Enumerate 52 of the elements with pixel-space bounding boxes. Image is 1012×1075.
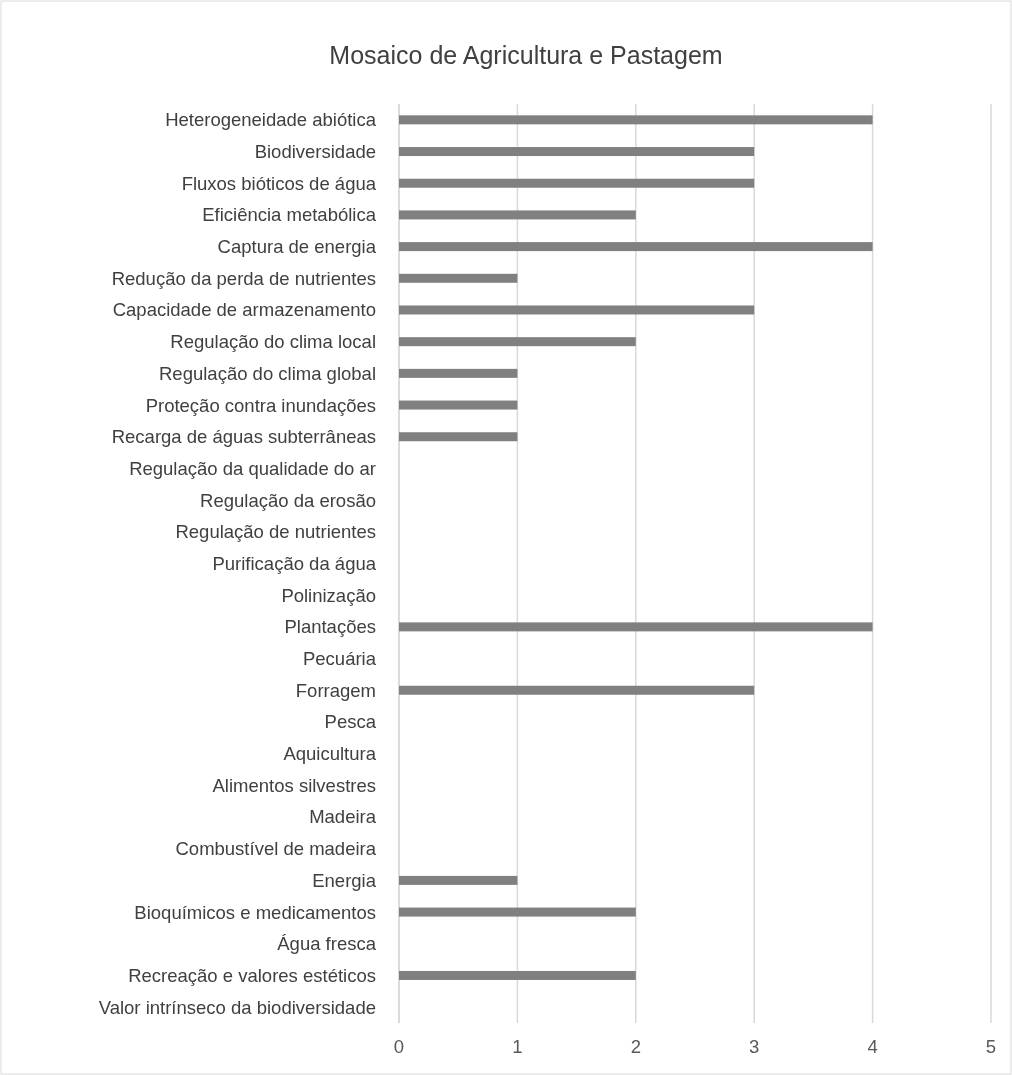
y-tick-label: Capacidade de armazenamento [112, 299, 376, 321]
bar [399, 400, 518, 410]
y-tick-label: Regulação da erosão [200, 489, 376, 511]
y-tick-label: Regulação da qualidade do ar [129, 457, 376, 479]
bar [399, 907, 636, 917]
y-tick-label: Regulação do clima local [170, 331, 376, 353]
y-tick-label: Eficiência metabólica [202, 204, 377, 226]
bar [399, 147, 755, 157]
y-tick-label: Plantações [284, 616, 376, 638]
y-tick-label: Aquicultura [283, 743, 377, 765]
y-tick-label: Redução da perda de nutrientes [111, 267, 376, 289]
bar [399, 685, 755, 695]
y-tick-label: Pesca [324, 711, 377, 733]
y-tick-label: Pecuária [302, 648, 377, 670]
y-tick-label: Energia [312, 869, 377, 891]
bar [399, 178, 755, 188]
y-tick-label: Valor intrínseco da biodiversidade [98, 996, 376, 1018]
y-tick-label: Biodiversidade [254, 141, 376, 163]
x-tick-label: 4 [867, 1036, 878, 1057]
x-tick-label: 2 [630, 1036, 641, 1057]
bar [399, 432, 518, 442]
y-tick-label: Recarga de águas subterrâneas [111, 426, 376, 448]
bar [399, 273, 518, 283]
y-tick-label: Recreação e valores estéticos [128, 964, 376, 986]
y-tick-label: Regulação de nutrientes [175, 521, 376, 543]
x-tick-label: 1 [512, 1036, 523, 1057]
x-tick-label: 0 [393, 1036, 405, 1057]
bar [399, 210, 636, 220]
bar [399, 115, 873, 125]
y-tick-label: Proteção contra inundações [145, 394, 376, 416]
bar [399, 242, 873, 252]
bar [399, 970, 636, 980]
bar [399, 305, 755, 315]
y-tick-label: Regulação do clima global [159, 362, 376, 384]
bar [399, 368, 518, 378]
bar [399, 875, 518, 885]
bar [399, 337, 636, 347]
y-tick-label: Captura de energia [217, 236, 377, 258]
bar [399, 622, 873, 632]
y-tick-label: Madeira [309, 806, 377, 828]
y-tick-label: Combustível de madeira [175, 838, 377, 860]
y-tick-label: Alimentos silvestres [212, 774, 376, 796]
y-tick-label: Água fresca [277, 933, 377, 955]
chart-title: Mosaico de Agricultura e Pastagem [329, 41, 723, 69]
y-tick-label: Purificação da água [212, 552, 377, 574]
y-tick-label: Polinização [281, 584, 376, 606]
y-tick-label: Fluxos bióticos de água [181, 172, 377, 194]
y-tick-label: Heterogeneidade abiótica [165, 109, 377, 131]
x-tick-label: 3 [749, 1036, 760, 1057]
y-tick-label: Bioquímicos e medicamentos [134, 901, 376, 923]
y-tick-label: Forragem [295, 679, 376, 701]
x-tick-label: 5 [985, 1036, 997, 1057]
